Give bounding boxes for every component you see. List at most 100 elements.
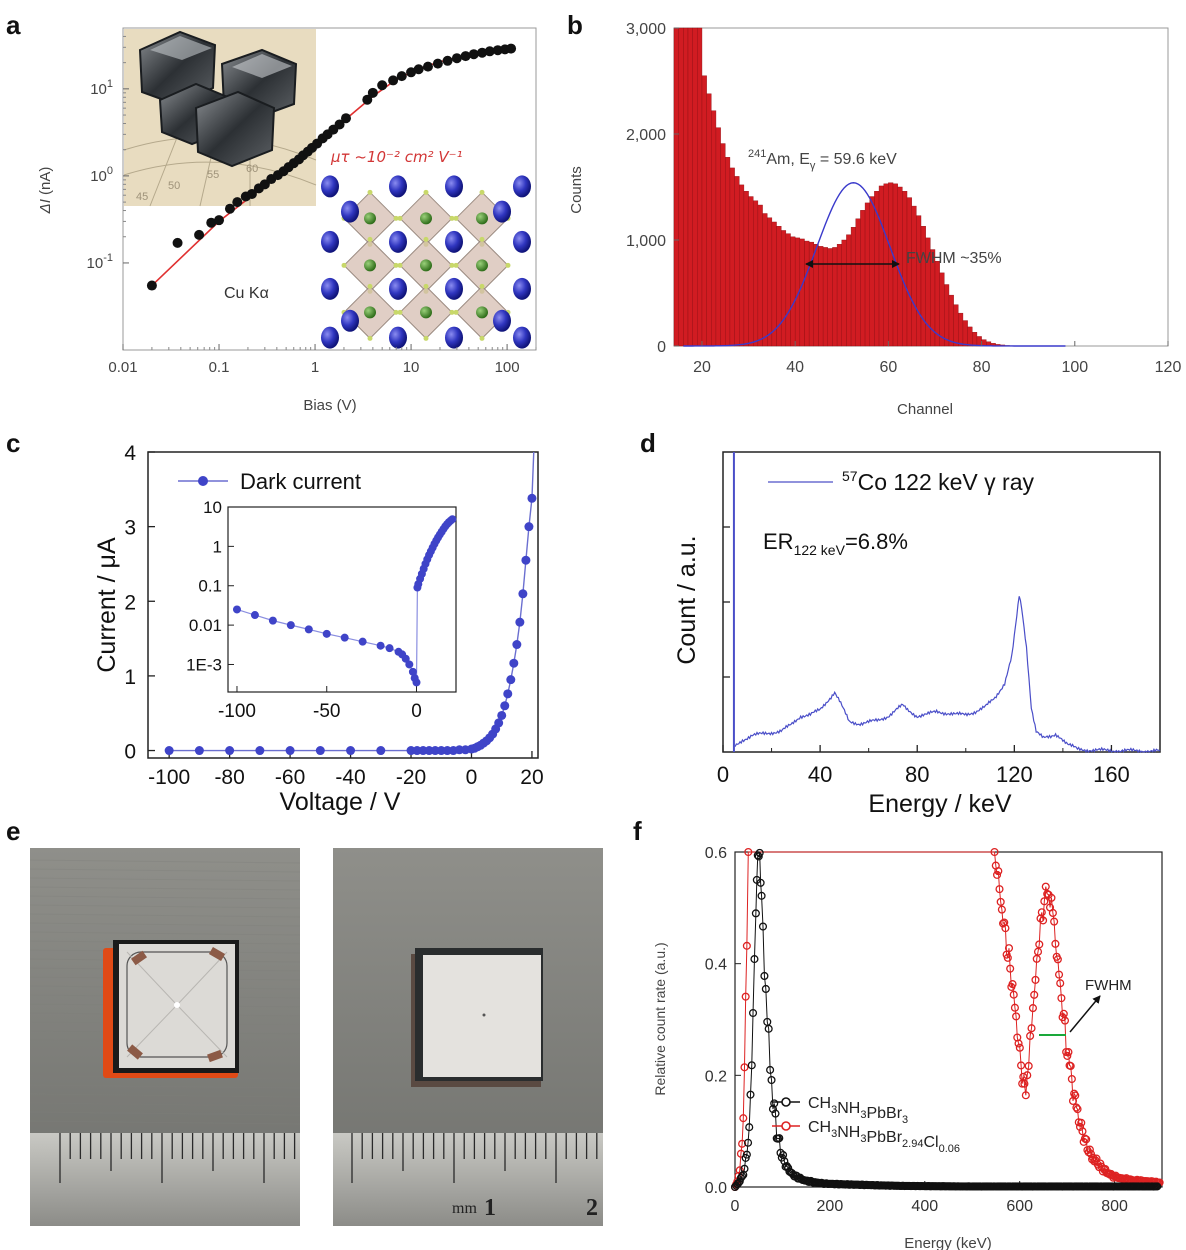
panel-b-ytick-label: 3,000 — [626, 21, 666, 38]
inset-point — [304, 625, 313, 634]
inset-point — [401, 654, 410, 663]
lead-atom — [476, 306, 488, 319]
annotation-fwhm-b: FWHM ~35% — [906, 250, 1002, 267]
cation-sphere — [321, 277, 339, 300]
series-point — [1021, 1091, 1030, 1100]
data-point-a — [362, 94, 373, 105]
cation-sphere — [445, 175, 463, 198]
panel-b-ytick-label: 0 — [657, 339, 666, 356]
dark-current-point — [285, 746, 295, 756]
dark-current-point — [315, 746, 325, 756]
series-point — [754, 852, 763, 861]
inset-point — [268, 616, 277, 625]
dark-current-point — [225, 746, 235, 756]
series-point — [1033, 947, 1043, 956]
protractor-tick-1: 50 — [168, 180, 180, 192]
series-point — [1026, 1031, 1035, 1041]
series-point — [770, 1099, 779, 1108]
carpet-texture — [29, 1084, 301, 1089]
halide-atom — [479, 189, 485, 195]
histogram-bar — [762, 213, 768, 347]
cation-sphere — [321, 175, 339, 198]
panel-c-chart: -100 -80 -60 -40 -20 0 20 0 1 2 3 4 Dark current -1… — [93, 442, 544, 816]
panel-c-ytick-label: 2 — [124, 591, 136, 614]
cation-sphere — [513, 175, 531, 198]
panel-d-axes: 0 40 80 120 160 — [717, 526, 1130, 787]
series-point — [764, 1024, 773, 1033]
panel-d-xtick-label: 120 — [996, 762, 1033, 787]
data-point-a — [340, 113, 351, 124]
histogram-bar — [869, 196, 875, 347]
histogram-bar — [706, 93, 712, 347]
series-point — [1039, 916, 1048, 925]
series-point — [739, 1114, 748, 1123]
halide-atom — [367, 283, 373, 289]
series-point — [753, 851, 762, 860]
series-point — [750, 955, 759, 964]
series-point — [1037, 908, 1046, 917]
lead-atom — [364, 212, 376, 225]
series-point — [1001, 924, 1010, 933]
histogram-bar — [720, 143, 726, 347]
dark-current-point — [506, 675, 516, 685]
series-point — [1015, 1043, 1024, 1052]
data-point-a — [432, 58, 443, 69]
inset-point — [358, 637, 367, 646]
series-point — [738, 1139, 747, 1148]
histogram-bar — [948, 294, 954, 347]
panel-label-a: a — [6, 10, 21, 40]
carpet-texture — [29, 1093, 301, 1098]
histogram-bar — [743, 191, 749, 347]
carpet-texture — [29, 922, 301, 927]
series-point — [1035, 940, 1044, 949]
panel-f-axes: 0 200 400 600 800 0.0 0.2 0.4 0.6 — [705, 845, 1128, 1215]
data-point-a — [146, 280, 157, 291]
histogram-bar — [767, 217, 773, 347]
cation-sphere — [513, 230, 531, 253]
series-point — [742, 941, 751, 950]
dark-current-point — [521, 555, 531, 565]
panel-b-ylabel: Counts — [568, 166, 585, 214]
annotation-mu-tau: μτ ~10⁻² cm² V⁻¹ — [330, 148, 463, 166]
halide-atom — [479, 236, 485, 242]
series-point — [1082, 1135, 1091, 1144]
series-point — [743, 1138, 753, 1147]
series-point — [1054, 970, 1064, 979]
histogram-bar — [832, 247, 838, 347]
panel-a-ytick-label: 10-1 — [87, 252, 113, 272]
data-point-a — [468, 49, 479, 60]
legend-co57: 57Co 122 keV γ ray — [842, 468, 1034, 495]
data-point-a — [194, 229, 205, 240]
panel-label-c: c — [6, 428, 20, 458]
series-point — [751, 909, 760, 918]
ytick-exp: -1 — [103, 252, 113, 264]
histogram-bar — [944, 284, 950, 347]
histogram-bar — [771, 221, 777, 347]
data-point-a — [388, 75, 399, 86]
am241-main: Am, E — [766, 151, 810, 168]
carpet-texture — [29, 895, 301, 900]
er-sub: 122 keV — [794, 542, 846, 558]
histogram-bar — [827, 248, 833, 347]
halide-atom — [449, 309, 455, 315]
series-point — [1030, 990, 1039, 999]
panel-f-xtick-label: 0 — [731, 1198, 740, 1215]
data-point-a — [367, 87, 378, 98]
cation-sphere — [389, 277, 407, 300]
cation-sphere — [341, 309, 359, 332]
histogram-bar — [958, 312, 964, 347]
ytick-base: 10 — [87, 255, 104, 272]
histogram-bar — [785, 233, 791, 347]
series-point — [1067, 1074, 1076, 1084]
series-point — [1014, 1039, 1023, 1048]
dark-current-point — [518, 589, 528, 599]
histogram-bar — [697, 27, 703, 347]
am241-sub: γ — [810, 160, 816, 172]
series-point — [1017, 1061, 1026, 1070]
panel-d-xlabel: Energy / keV — [868, 790, 1011, 818]
panel-d-chart: 0 40 80 120 160 57Co 122 keV γ ray ER122 keV… — [673, 451, 1161, 818]
histogram-bar — [841, 239, 847, 347]
dark-current-point — [509, 658, 519, 668]
histogram-bar — [813, 244, 819, 347]
lead-atom — [476, 212, 488, 225]
